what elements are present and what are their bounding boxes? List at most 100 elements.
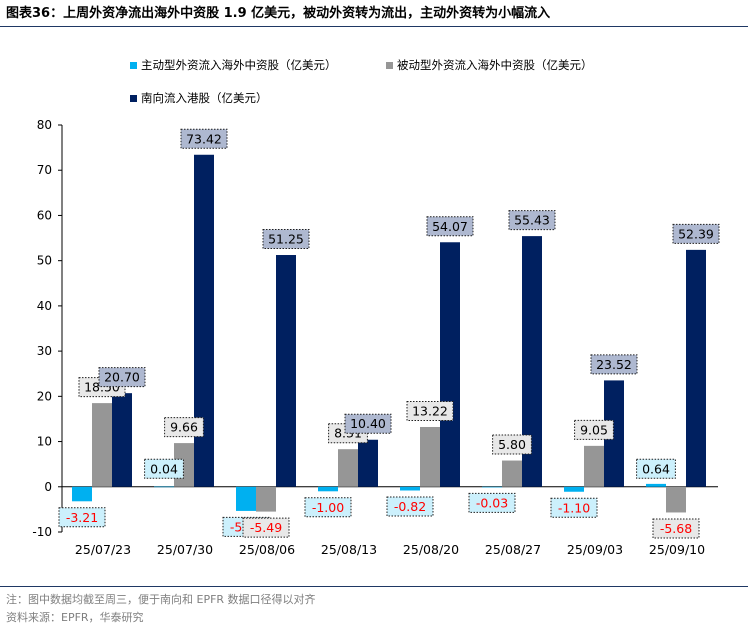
legend-label: 南向流入港股（亿美元） xyxy=(141,91,268,105)
legend-swatch xyxy=(386,62,393,69)
x-tick-label: 25/09/03 xyxy=(567,542,623,557)
data-label-box xyxy=(144,458,184,479)
data-label: 10.40 xyxy=(350,416,386,431)
bar xyxy=(338,449,358,487)
y-tick-label: 80 xyxy=(37,118,52,132)
data-label-box xyxy=(304,497,352,518)
y-tick-label: 10 xyxy=(37,435,52,449)
bar xyxy=(318,486,338,492)
data-label-box xyxy=(406,400,454,421)
data-label-box xyxy=(98,367,146,388)
data-label: 54.07 xyxy=(432,219,468,234)
figure-title: 图表36：上周外资净流出海外中资股 1.9 亿美元，被动外资转为流出，主动外资转… xyxy=(6,4,742,24)
y-tick-label: 30 xyxy=(37,344,52,358)
x-tick-label: 25/08/20 xyxy=(403,542,459,557)
data-label-box xyxy=(242,517,290,538)
bar xyxy=(400,486,420,491)
bar xyxy=(358,439,378,487)
legend-swatch xyxy=(130,62,137,69)
data-label: 52.39 xyxy=(678,226,714,241)
y-tick-label: -10 xyxy=(32,525,52,539)
data-label-box xyxy=(468,492,516,513)
bar xyxy=(482,486,502,488)
bar xyxy=(194,154,214,487)
data-label: -3.21 xyxy=(66,510,98,525)
figure-title-text: 上周外资净流出海外中资股 1.9 亿美元，被动外资转为流出，主动外资转为小幅流入 xyxy=(63,6,551,21)
data-label: 55.43 xyxy=(514,213,550,228)
chart-legend: 主动型外资流入海外中资股（亿美元） 被动型外资流入海外中资股（亿美元） 南向流入港股… xyxy=(130,58,593,105)
data-label: 23.52 xyxy=(596,357,632,372)
data-label-box xyxy=(180,128,228,149)
legend-swatch xyxy=(130,95,137,102)
data-label-box xyxy=(164,417,204,438)
bar xyxy=(112,393,132,487)
figure-label: 图表36： xyxy=(6,6,64,21)
bar xyxy=(92,403,112,487)
data-label-box xyxy=(672,223,720,244)
x-tick-label: 25/07/30 xyxy=(157,542,213,557)
data-label: 13.22 xyxy=(412,403,448,418)
data-label: 9.05 xyxy=(580,422,608,437)
title-rule xyxy=(0,26,748,27)
bar xyxy=(256,486,276,512)
data-label: 9.66 xyxy=(170,420,198,435)
data-label: 20.70 xyxy=(104,370,140,385)
data-label-box xyxy=(492,434,532,455)
data-label-box xyxy=(550,497,598,518)
y-tick-label: 70 xyxy=(37,163,52,177)
data-label-box xyxy=(652,518,700,539)
data-label: 5.80 xyxy=(498,437,526,452)
chart-source: 资料来源：EPFR，华泰研究 xyxy=(6,611,144,624)
data-label-box xyxy=(344,413,392,434)
data-label: 0.64 xyxy=(642,461,670,476)
bar xyxy=(154,486,174,488)
bar xyxy=(564,486,584,492)
data-label-box xyxy=(574,419,614,440)
data-label-box xyxy=(590,354,638,375)
data-label: 51.25 xyxy=(268,232,304,247)
y-tick-label: 60 xyxy=(37,208,52,222)
bar xyxy=(440,242,460,487)
bar xyxy=(666,486,686,513)
data-label-box xyxy=(636,458,676,479)
data-label: -0.82 xyxy=(394,499,426,514)
y-tick-label: 40 xyxy=(37,299,52,313)
data-label-box xyxy=(58,507,106,528)
data-label-box xyxy=(386,496,434,517)
y-tick-label: 20 xyxy=(37,389,52,403)
y-tick-label: 0 xyxy=(44,480,52,494)
data-label-box xyxy=(262,229,310,250)
x-tick-label: 25/08/06 xyxy=(239,542,295,557)
footer-rule xyxy=(0,586,748,587)
bar xyxy=(502,460,522,487)
data-label: 73.42 xyxy=(186,131,222,146)
bar xyxy=(420,426,440,487)
chart-note: 注：图中数据均截至周三，便于南向和 EPFR 数据口径得以对齐 xyxy=(6,593,316,606)
x-tick-label: 25/07/23 xyxy=(75,542,131,557)
data-label-box xyxy=(508,210,556,231)
legend-label: 主动型外资流入海外中资股（亿美元） xyxy=(141,58,337,72)
legend-label: 被动型外资流入海外中资股（亿美元） xyxy=(397,58,593,72)
x-tick-label: 25/08/13 xyxy=(321,542,377,557)
data-label: -1.10 xyxy=(558,500,590,515)
bar xyxy=(72,486,92,502)
data-label: 0.04 xyxy=(150,461,178,476)
bar xyxy=(236,486,256,511)
data-label: -0.03 xyxy=(476,495,508,510)
data-label: -1.00 xyxy=(312,500,344,515)
bar xyxy=(584,445,604,487)
data-label: -5.49 xyxy=(250,520,282,535)
bar xyxy=(522,236,542,487)
x-tick-label: 25/09/10 xyxy=(649,542,705,557)
data-label: -5.68 xyxy=(660,521,692,536)
data-label-group: -3.2118.5020.700.049.6673.42-5.34-5.4951… xyxy=(58,128,720,539)
bar xyxy=(604,380,624,487)
y-tick-label: 50 xyxy=(37,254,52,268)
bar-group xyxy=(72,154,706,513)
x-tick-label: 25/08/27 xyxy=(485,542,541,557)
bar xyxy=(646,483,666,487)
flow-bar-chart: 主动型外资流入海外中资股（亿美元） 被动型外资流入海外中资股（亿美元） 南向流入港股… xyxy=(32,58,720,557)
bar xyxy=(276,255,296,487)
bar xyxy=(686,249,706,487)
x-axis-labels: 25/07/23 25/07/30 25/08/06 25/08/13 25/08/20… xyxy=(75,542,705,557)
